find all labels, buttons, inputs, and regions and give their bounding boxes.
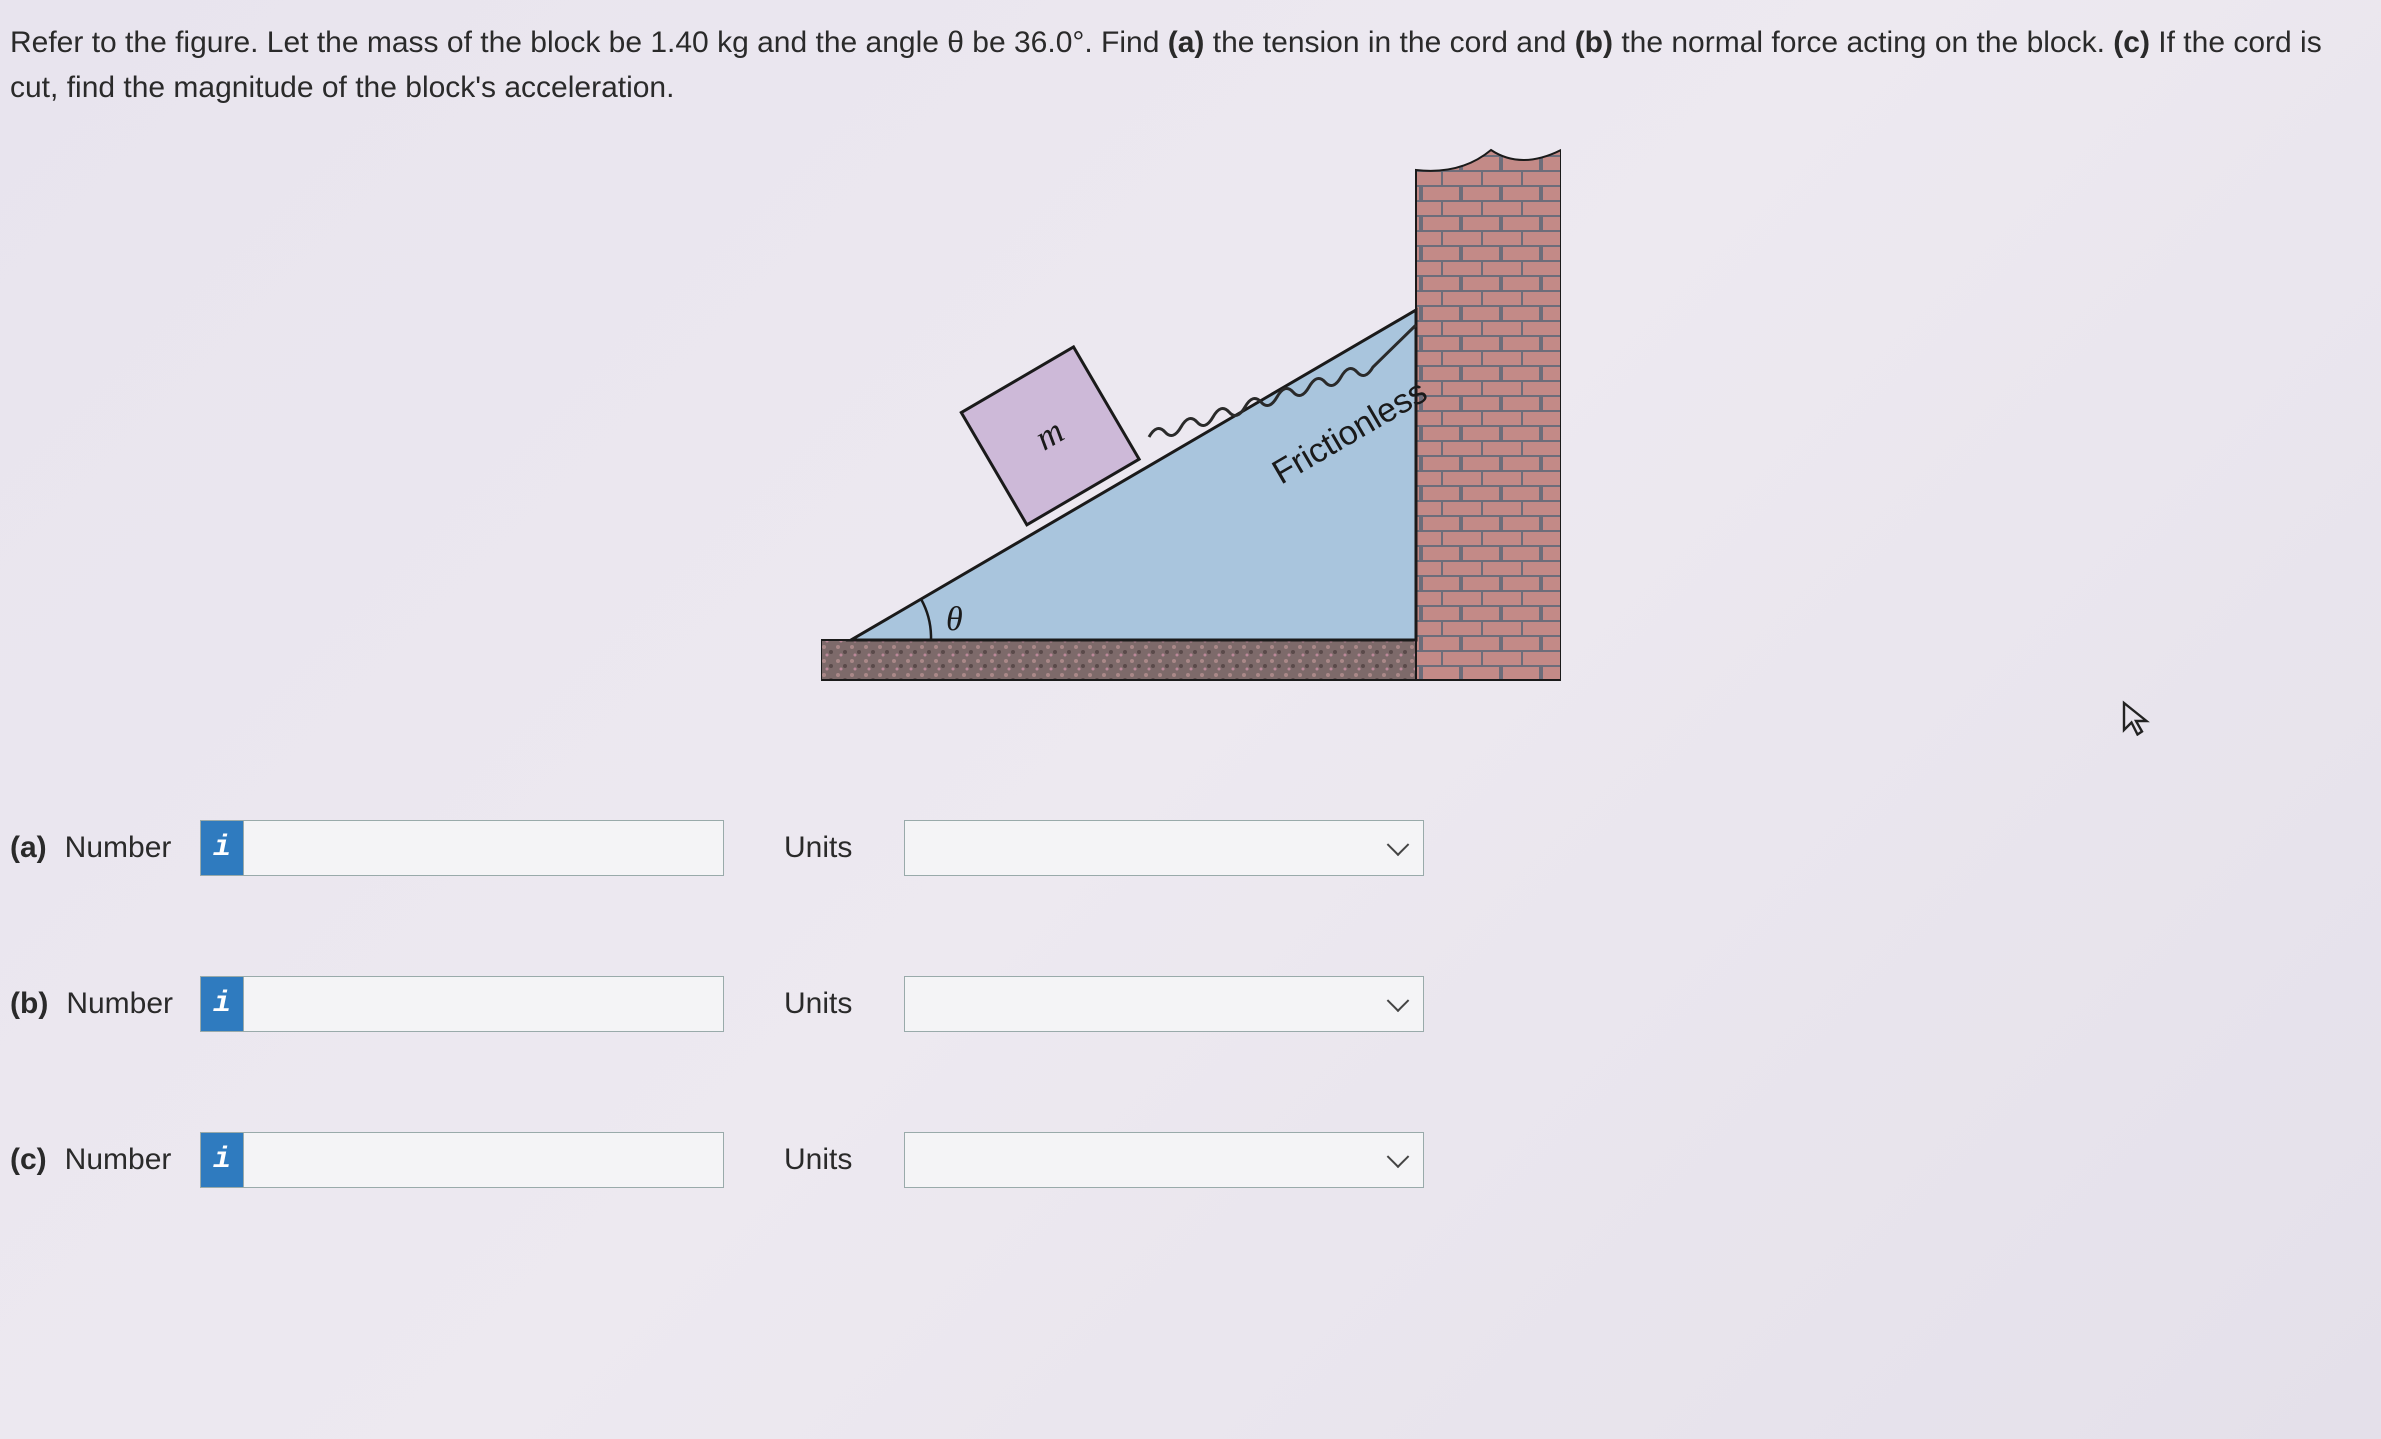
cursor-icon <box>2121 700 2151 745</box>
answer-row-b: (b)Number i Units <box>10 976 2371 1032</box>
units-label: Units <box>784 987 904 1021</box>
part-label: (b)Number <box>10 987 200 1021</box>
units-select-c[interactable] <box>904 1132 1424 1188</box>
units-select-b[interactable] <box>904 976 1424 1032</box>
figure: θ m Frictionless <box>10 140 2371 700</box>
question-text: Refer to the figure. Let the mass of the… <box>10 20 2371 110</box>
number-input-c[interactable] <box>244 1132 724 1188</box>
part-label: (c)Number <box>10 1143 200 1177</box>
part-label: (a)Number <box>10 831 200 865</box>
info-icon[interactable]: i <box>200 1132 244 1188</box>
answer-row-a: (a)Number i Units <box>10 820 2371 876</box>
number-input-a[interactable] <box>244 820 724 876</box>
answer-row-c: (c)Number i Units <box>10 1132 2371 1188</box>
angle-label: θ <box>946 601 963 638</box>
units-label: Units <box>784 831 904 865</box>
info-icon[interactable]: i <box>200 976 244 1032</box>
incline-diagram: θ m Frictionless <box>821 140 1561 700</box>
number-input-b[interactable] <box>244 976 724 1032</box>
units-label: Units <box>784 1143 904 1177</box>
units-select-a[interactable] <box>904 820 1424 876</box>
info-icon[interactable]: i <box>200 820 244 876</box>
